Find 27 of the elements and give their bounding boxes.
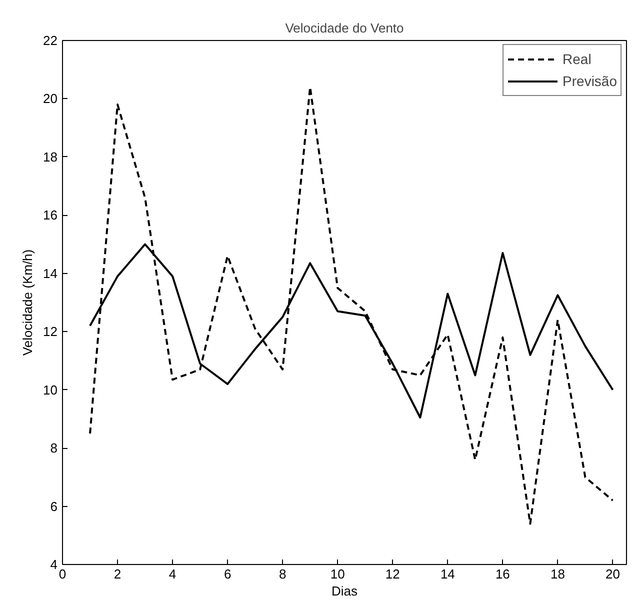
legend-label: Previsão <box>562 73 617 89</box>
y-tick-label: 12 <box>43 324 58 340</box>
y-tick-label: 14 <box>43 266 58 281</box>
line-series <box>89 86 614 525</box>
y-tick-label: 4 <box>50 557 58 572</box>
x-tick-label: 4 <box>168 566 176 582</box>
legend-label: Real <box>562 51 592 67</box>
x-tick-label: 0 <box>58 566 66 582</box>
x-tick-label: 14 <box>440 566 455 582</box>
y-tick-label: 16 <box>43 208 58 223</box>
y-tick-label: 8 <box>50 440 58 456</box>
x-tick-label: 16 <box>495 566 510 582</box>
y-tick-label: 18 <box>43 149 58 164</box>
x-tick-label: 8 <box>278 566 286 582</box>
y-tick-label: 10 <box>43 382 58 398</box>
x-tick-label: 6 <box>224 566 232 582</box>
x-tick-label: 12 <box>385 566 400 582</box>
x-tick-label: 2 <box>114 566 122 582</box>
chart-title: Velocidade do Vento <box>285 20 404 36</box>
x-tick-label: 10 <box>330 566 345 582</box>
y-tick-label: 6 <box>50 498 58 514</box>
y-tick-label: 20 <box>43 91 58 106</box>
y-tick-label: 22 <box>43 33 58 48</box>
x-tick-label: 20 <box>606 566 620 582</box>
x-axis-title: Dias <box>331 584 358 598</box>
y-axis-title: Velocidade (Km/h) <box>20 249 36 356</box>
x-tick-label: 18 <box>550 566 565 582</box>
